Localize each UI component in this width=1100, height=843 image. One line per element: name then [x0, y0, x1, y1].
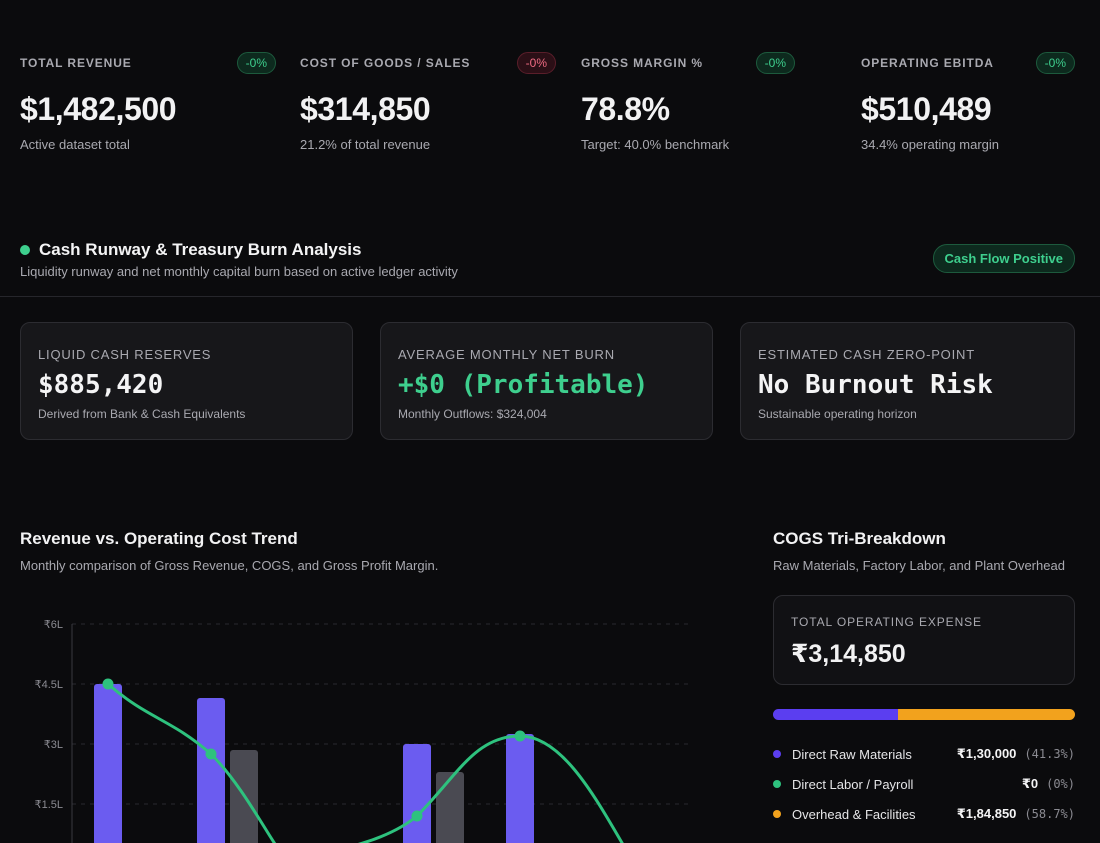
kpi-label: COST OF GOODS / SALES	[300, 56, 471, 70]
split-segment-0	[773, 709, 898, 720]
runway-section-title: Cash Runway & Treasury Burn Analysis	[20, 240, 361, 260]
card-subtext: Derived from Bank & Cash Equivalents	[38, 407, 246, 421]
runway-subtitle: Liquidity runway and net monthly capital…	[20, 264, 458, 279]
legend-value: ₹1,30,000	[956, 746, 1017, 761]
runway-title: Cash Runway & Treasury Burn Analysis	[39, 240, 362, 259]
cogs-bar	[436, 772, 464, 843]
opex-label: TOTAL OPERATING EXPENSE	[791, 615, 982, 629]
revenue-bar	[94, 684, 122, 843]
kpi-subtext: 21.2% of total revenue	[300, 137, 431, 152]
card-value: $885,420	[38, 370, 164, 400]
gross-profit-line	[107, 682, 624, 843]
cash-flow-status-badge: Cash Flow Positive	[932, 244, 1075, 273]
legend-name: Direct Labor / Payroll	[792, 776, 914, 792]
kpi-label: OPERATING EBITDA	[861, 56, 994, 70]
card-label: AVERAGE MONTHLY NET BURN	[398, 347, 615, 362]
kpi-value: 78.8%	[581, 91, 670, 127]
kpi-subtext: Target: 40.0% benchmark	[581, 137, 730, 152]
card-cash-zero-point: ESTIMATED CASH ZERO-POINT No Burnout Ris…	[740, 322, 1075, 440]
card-value: No Burnout Risk	[758, 370, 993, 400]
legend-name: Direct Raw Materials	[792, 746, 912, 762]
kpi-value: $314,850	[300, 91, 431, 127]
y-tick-label: ₹3L	[44, 739, 63, 751]
card-label: ESTIMATED CASH ZERO-POINT	[758, 347, 975, 362]
gross-profit-point	[514, 730, 526, 742]
gross-profit-point	[102, 678, 114, 690]
kpi-value: $510,489	[861, 91, 992, 127]
kpi-change-badge: -0%	[236, 52, 276, 74]
kpi-ebitda: OPERATING EBITDA -0% $510,489 34.4% oper…	[861, 52, 1075, 152]
trend-chart-subtitle: Monthly comparison of Gross Revenue, COG…	[20, 558, 439, 573]
kpi-subtext: Active dataset total	[20, 137, 130, 152]
legend-value: ₹0	[1021, 776, 1039, 791]
y-tick-label: ₹1.5L	[35, 799, 63, 811]
cogs-title: COGS Tri-Breakdown	[773, 529, 946, 548]
status-dot-icon	[20, 245, 30, 255]
split-segment-2	[897, 709, 1075, 720]
kpi-change-badge: -0%	[755, 52, 795, 74]
legend-name: Overhead & Facilities	[792, 806, 916, 822]
kpi-label: TOTAL REVENUE	[20, 56, 132, 70]
kpi-total-revenue: TOTAL REVENUE -0% $1,482,500 Active data…	[20, 52, 276, 152]
legend-dot-icon	[773, 780, 781, 788]
kpi-change-badge: -0%	[1035, 52, 1075, 74]
section-divider	[0, 296, 1100, 297]
card-monthly-net-burn: AVERAGE MONTHLY NET BURN +$0 (Profitable…	[380, 322, 713, 440]
y-tick-label: ₹6L	[44, 619, 63, 631]
kpi-value: $1,482,500	[20, 91, 177, 127]
revenue-bar	[197, 698, 225, 843]
legend-pct: (58.7%)	[1024, 807, 1075, 821]
card-label: LIQUID CASH RESERVES	[38, 347, 212, 362]
kpi-gross-margin: GROSS MARGIN % -0% 78.8% Target: 40.0% b…	[581, 52, 795, 152]
legend-item-overhead: Overhead & Facilities ₹1,84,850 (58.7%)	[773, 804, 1075, 824]
gross-profit-point	[411, 810, 423, 822]
kpi-cogs: COST OF GOODS / SALES -0% $314,850 21.2%…	[300, 52, 556, 152]
revenue-bar	[506, 734, 534, 843]
kpi-subtext: 34.4% operating margin	[861, 137, 1000, 152]
kpi-change-badge: -0%	[516, 52, 556, 74]
trend-chart: ₹6L ₹4.5L ₹3L ₹1.5L	[35, 619, 688, 843]
card-subtext: Sustainable operating horizon	[758, 407, 917, 421]
y-tick-label: ₹4.5L	[35, 679, 63, 691]
gross-profit-point	[205, 748, 217, 760]
cogs-subtitle: Raw Materials, Factory Labor, and Plant …	[773, 558, 1065, 573]
legend-item-labor: Direct Labor / Payroll ₹0 (0%)	[773, 774, 1075, 794]
card-value: +$0 (Profitable)	[398, 370, 649, 400]
legend-dot-icon	[773, 750, 781, 758]
opex-value: ₹3,14,850	[791, 640, 906, 668]
legend-value: ₹1,84,850	[956, 806, 1017, 821]
legend-pct: (41.3%)	[1024, 747, 1075, 761]
kpi-label: GROSS MARGIN %	[581, 56, 703, 70]
total-operating-expense-card: TOTAL OPERATING EXPENSE ₹3,14,850	[773, 595, 1075, 685]
trend-chart-title: Revenue vs. Operating Cost Trend	[20, 529, 298, 548]
legend-item-raw-materials: Direct Raw Materials ₹1,30,000 (41.3%)	[773, 744, 1075, 764]
revenue-bar	[403, 744, 431, 843]
cogs-split-bar	[773, 709, 1075, 720]
legend-dot-icon	[773, 810, 781, 818]
legend-pct: (0%)	[1046, 777, 1075, 791]
card-liquid-cash-reserves: LIQUID CASH RESERVES $885,420 Derived fr…	[20, 322, 353, 440]
card-subtext: Monthly Outflows: $324,004	[398, 407, 547, 421]
